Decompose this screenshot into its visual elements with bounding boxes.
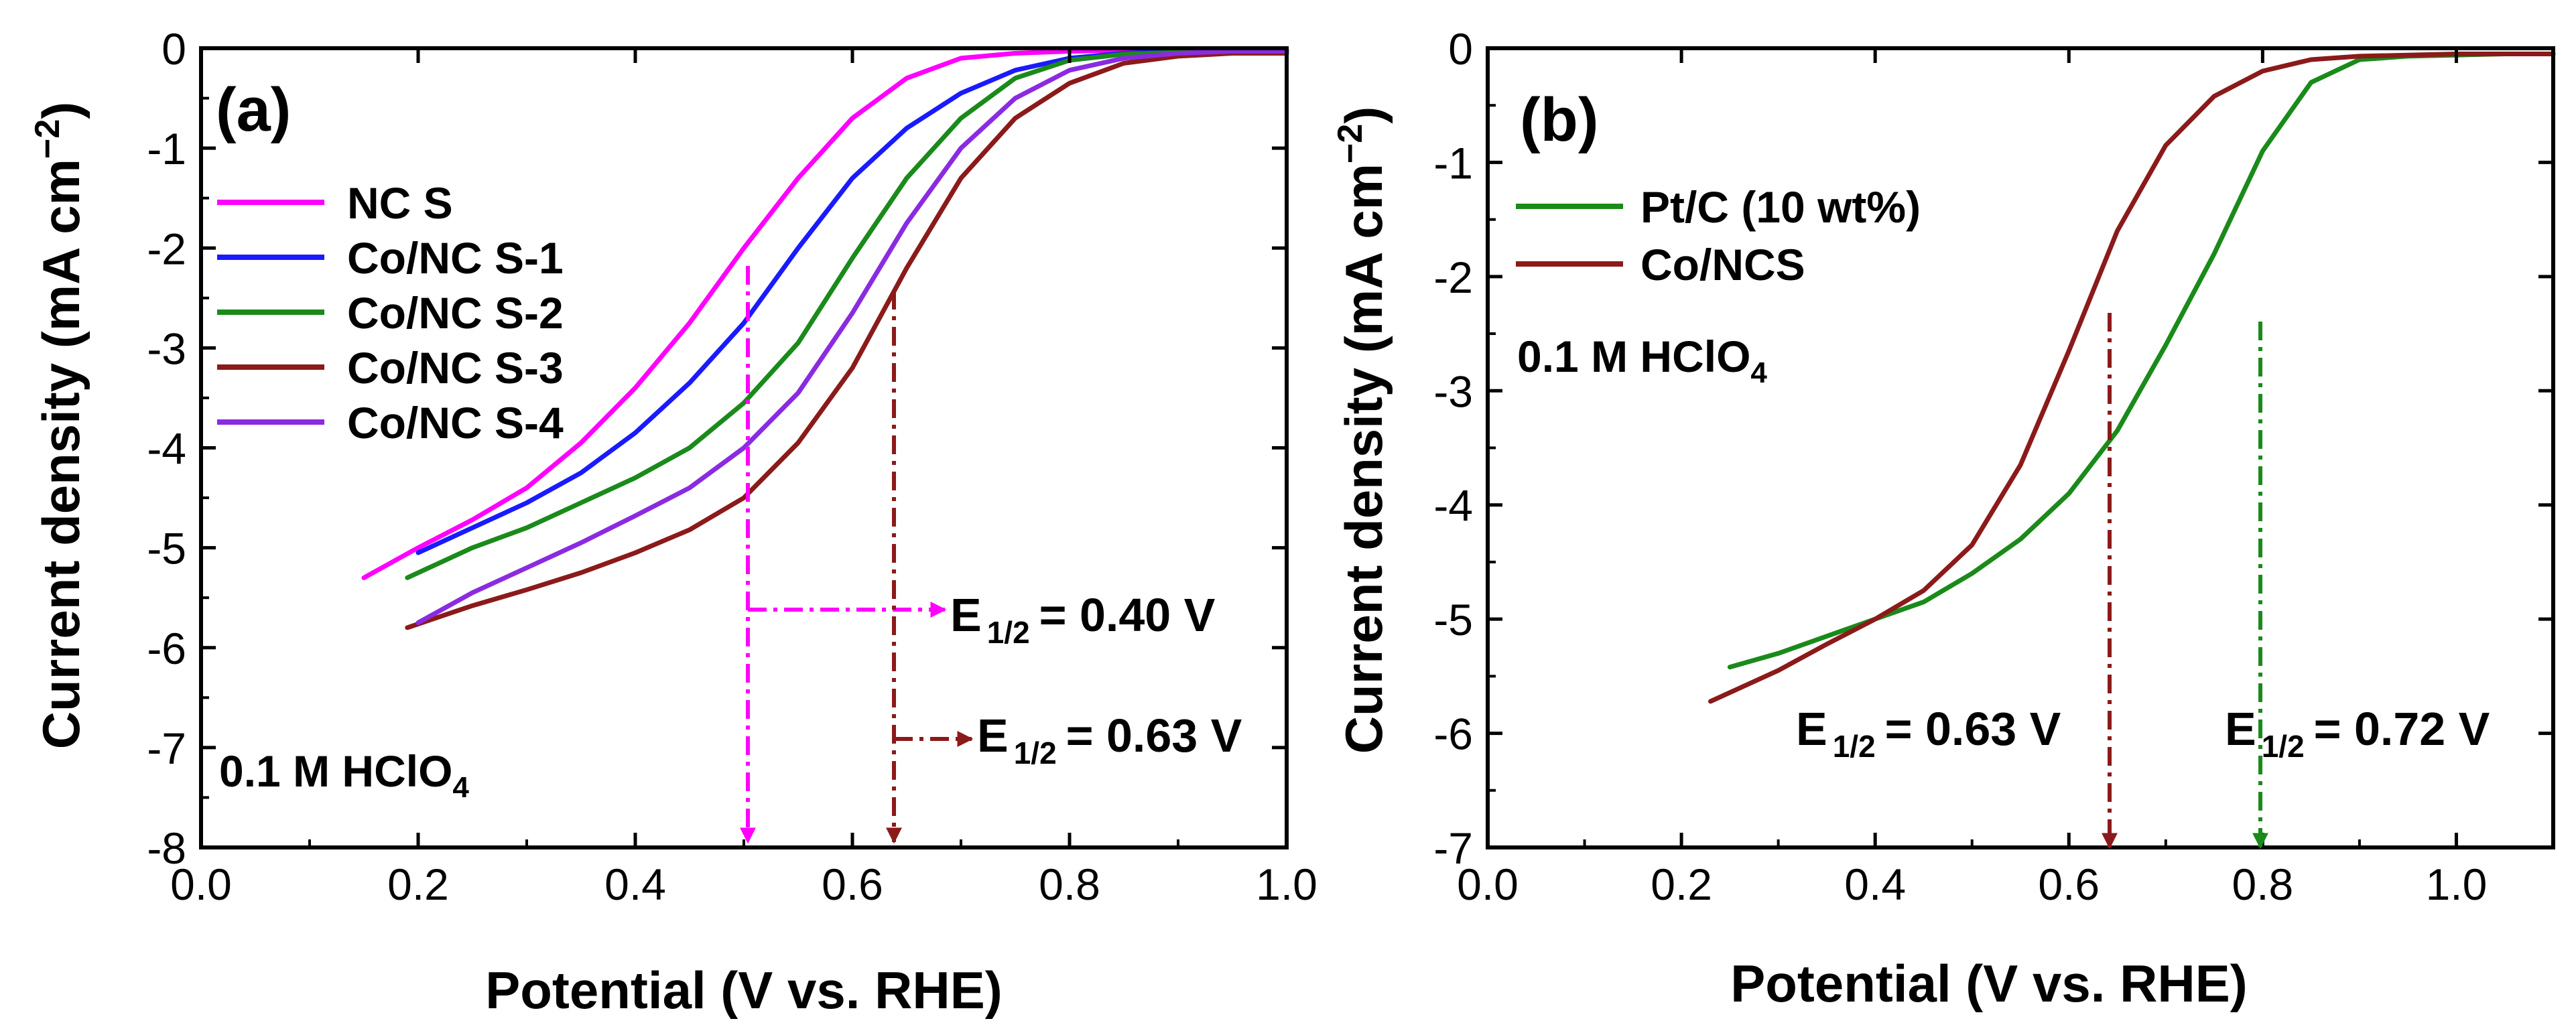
panel-b-y-axis-title-close: ) [1334,107,1393,124]
panel-a-e-half-sub-co3: 1/2 [1014,736,1057,770]
panel-a-y-tick-label: -3 [147,324,186,373]
panel-a-e-half-prefix-ncs: E [950,589,982,641]
panel-b: 0.0 0.2 0.4 0.6 0.8 1.00-1-2-3-4-5-6-7 E 1/2 = … [1331,24,2556,1013]
panel-b-y-tick-label: -7 [1433,823,1473,873]
panel-b-x-tick-label: 0.6 [2038,860,2100,909]
panel-a: 0.0 0.2 0.4 0.6 0.8 1.00-1-2-3-4-5-6-7-8 E 1/2… [28,24,1317,1020]
panel-a-y-tick-label: 0 [162,24,186,74]
legend-label-co-ncs-2: Co/NC S-2 [347,288,564,338]
panel-a-electrolyte: 0.1 M HClO4 [219,746,469,804]
legend-label-co-ncs-4: Co/NC S-4 [347,398,564,448]
panel-b-y-tick-label: 0 [1448,24,1473,74]
panel-a-series-co-nc-s-3 [405,51,1289,630]
panel-b-x-tick-label: 0.8 [2232,860,2293,909]
panel-b-y-tick-label: -2 [1433,253,1473,302]
panel-a-axes: 0.0 0.2 0.4 0.6 0.8 1.0 0 -1 -2 -3 -4 -5 -6 -7 -8 [147,24,1317,909]
panel-b-x-tick-label: 0.4 [1844,860,1906,909]
panel-a-x-tick-label: 0.8 [1039,860,1100,909]
panel-b-e-half-sub-co-ncs: 1/2 [1833,729,1876,764]
panel-a-y-axis-title-close: ) [31,102,90,119]
legend-label-ncs: NC S [347,178,453,228]
panel-b-label: (b) [1520,86,1598,154]
panel-b-y-axis-title: Current density (mA cm−2) [1331,107,1393,754]
panel-b-y-axis-title-sup: −2 [1331,124,1370,163]
panel-a-legend: NC S Co/NC S-1 Co/NC S-2 Co/NC S-3 Co/NC… [217,178,564,448]
panel-a-y-axis-title: Current density (mA cm−2) [28,102,90,750]
panel-b-series-pt-c-10-wt [1727,52,2556,670]
legend-label-pt-c: Pt/C (10 wt%) [1640,182,1921,232]
panel-a-electrolyte-main: 0.1 M HClO [219,746,452,796]
panel-a-e-half-value-ncs: = 0.40 V [1039,589,1216,641]
panel-a-electrolyte-sub: 4 [452,771,469,804]
panel-b-x-tick-label: 1.0 [2426,860,2488,909]
panel-a-e-half-label-ncs: E 1/2 = 0.40 V [950,589,1216,650]
panel-a-y-tick-label: -7 [147,724,186,773]
panel-a-x-tick-label: 1.0 [1256,860,1317,909]
panel-b-x-axis-title: Potential (V vs. RHE) [1730,954,2247,1013]
panel-b-e-half-prefix-ptc: E [2225,703,2256,755]
panel-b-y-tick-label: -6 [1433,709,1473,759]
panel-b-e-half-value-ptc: = 0.72 V [2314,703,2490,755]
panel-b-y-tick-label: -5 [1433,595,1473,644]
panel-a-e-half-sub-ncs: 1/2 [987,615,1030,650]
panel-b-series-layer [1708,52,2556,704]
panel-b-y-tick-label: -1 [1433,138,1473,188]
panel-b-legend: Pt/C (10 wt%) Co/NCS [1516,182,1921,289]
panel-b-y-tick-label: -4 [1433,481,1473,531]
panel-a-series-co-nc-s-2 [405,49,1289,580]
panel-a-y-axis-title-main: Current density (mA cm [31,159,90,749]
panel-b-y-axis-title-main: Current density (mA cm [1334,163,1393,754]
panel-a-x-tick-label: 0.4 [604,860,666,909]
panel-a-e-half-value-co3: = 0.63 V [1066,709,1242,762]
panel-a-y-tick-label: -2 [147,224,186,273]
legend-label-co-ncs: Co/NCS [1640,240,1805,289]
panel-b-x-tick-label: 0.0 [1457,860,1519,909]
panel-b-series-co-ncs [1708,52,2556,704]
panel-b-e-half-prefix-co-ncs: E [1796,703,1827,755]
panel-a-e-half-label-co3: E 1/2 = 0.63 V [977,709,1242,770]
panel-b-e-half-label-ptc: E 1/2 = 0.72 V [2225,703,2490,764]
panel-a-y-tick-label: -5 [147,524,186,573]
panel-a-series-layer [361,48,1289,630]
panel-b-x-tick-label: 0.2 [1651,860,1712,909]
panel-b-e-half-value-co-ncs: = 0.63 V [1885,703,2061,755]
panel-a-series-co-nc-s-4 [415,49,1289,625]
panel-a-y-axis-title-sup: −2 [28,119,67,159]
panel-b-electrolyte-main: 0.1 M HClO [1517,332,1750,381]
panel-a-x-tick-label: 0.0 [170,860,232,909]
panel-a-y-tick-label: -6 [147,624,186,673]
panel-a-label: (a) [216,76,291,144]
panel-b-e-half-sub-ptc: 1/2 [2262,729,2305,764]
panel-a-y-tick-label: -4 [147,424,186,474]
panel-b-e-half-label-co-ncs: E 1/2 = 0.63 V [1796,703,2061,764]
panel-a-x-axis-title: Potential (V vs. RHE) [485,961,1002,1020]
legend-label-co-ncs-1: Co/NC S-1 [347,233,564,283]
panel-a-e-half-prefix-co3: E [977,709,1009,762]
panel-a-x-tick-label: 0.2 [387,860,449,909]
panel-a-y-tick-label: -1 [147,124,186,174]
panel-a-y-tick-label: -8 [147,823,186,873]
panel-b-electrolyte: 0.1 M HClO4 [1517,332,1767,389]
panel-b-axes: 0.0 0.2 0.4 0.6 0.8 1.0 0 -1 -2 -3 -4 -5 -6 -7 [1433,24,2555,909]
panel-a-x-tick-label: 0.6 [822,860,883,909]
legend-label-co-ncs-3: Co/NC S-3 [347,343,564,393]
panel-b-electrolyte-sub: 4 [1750,356,1767,389]
panel-b-y-tick-label: -3 [1433,366,1473,416]
